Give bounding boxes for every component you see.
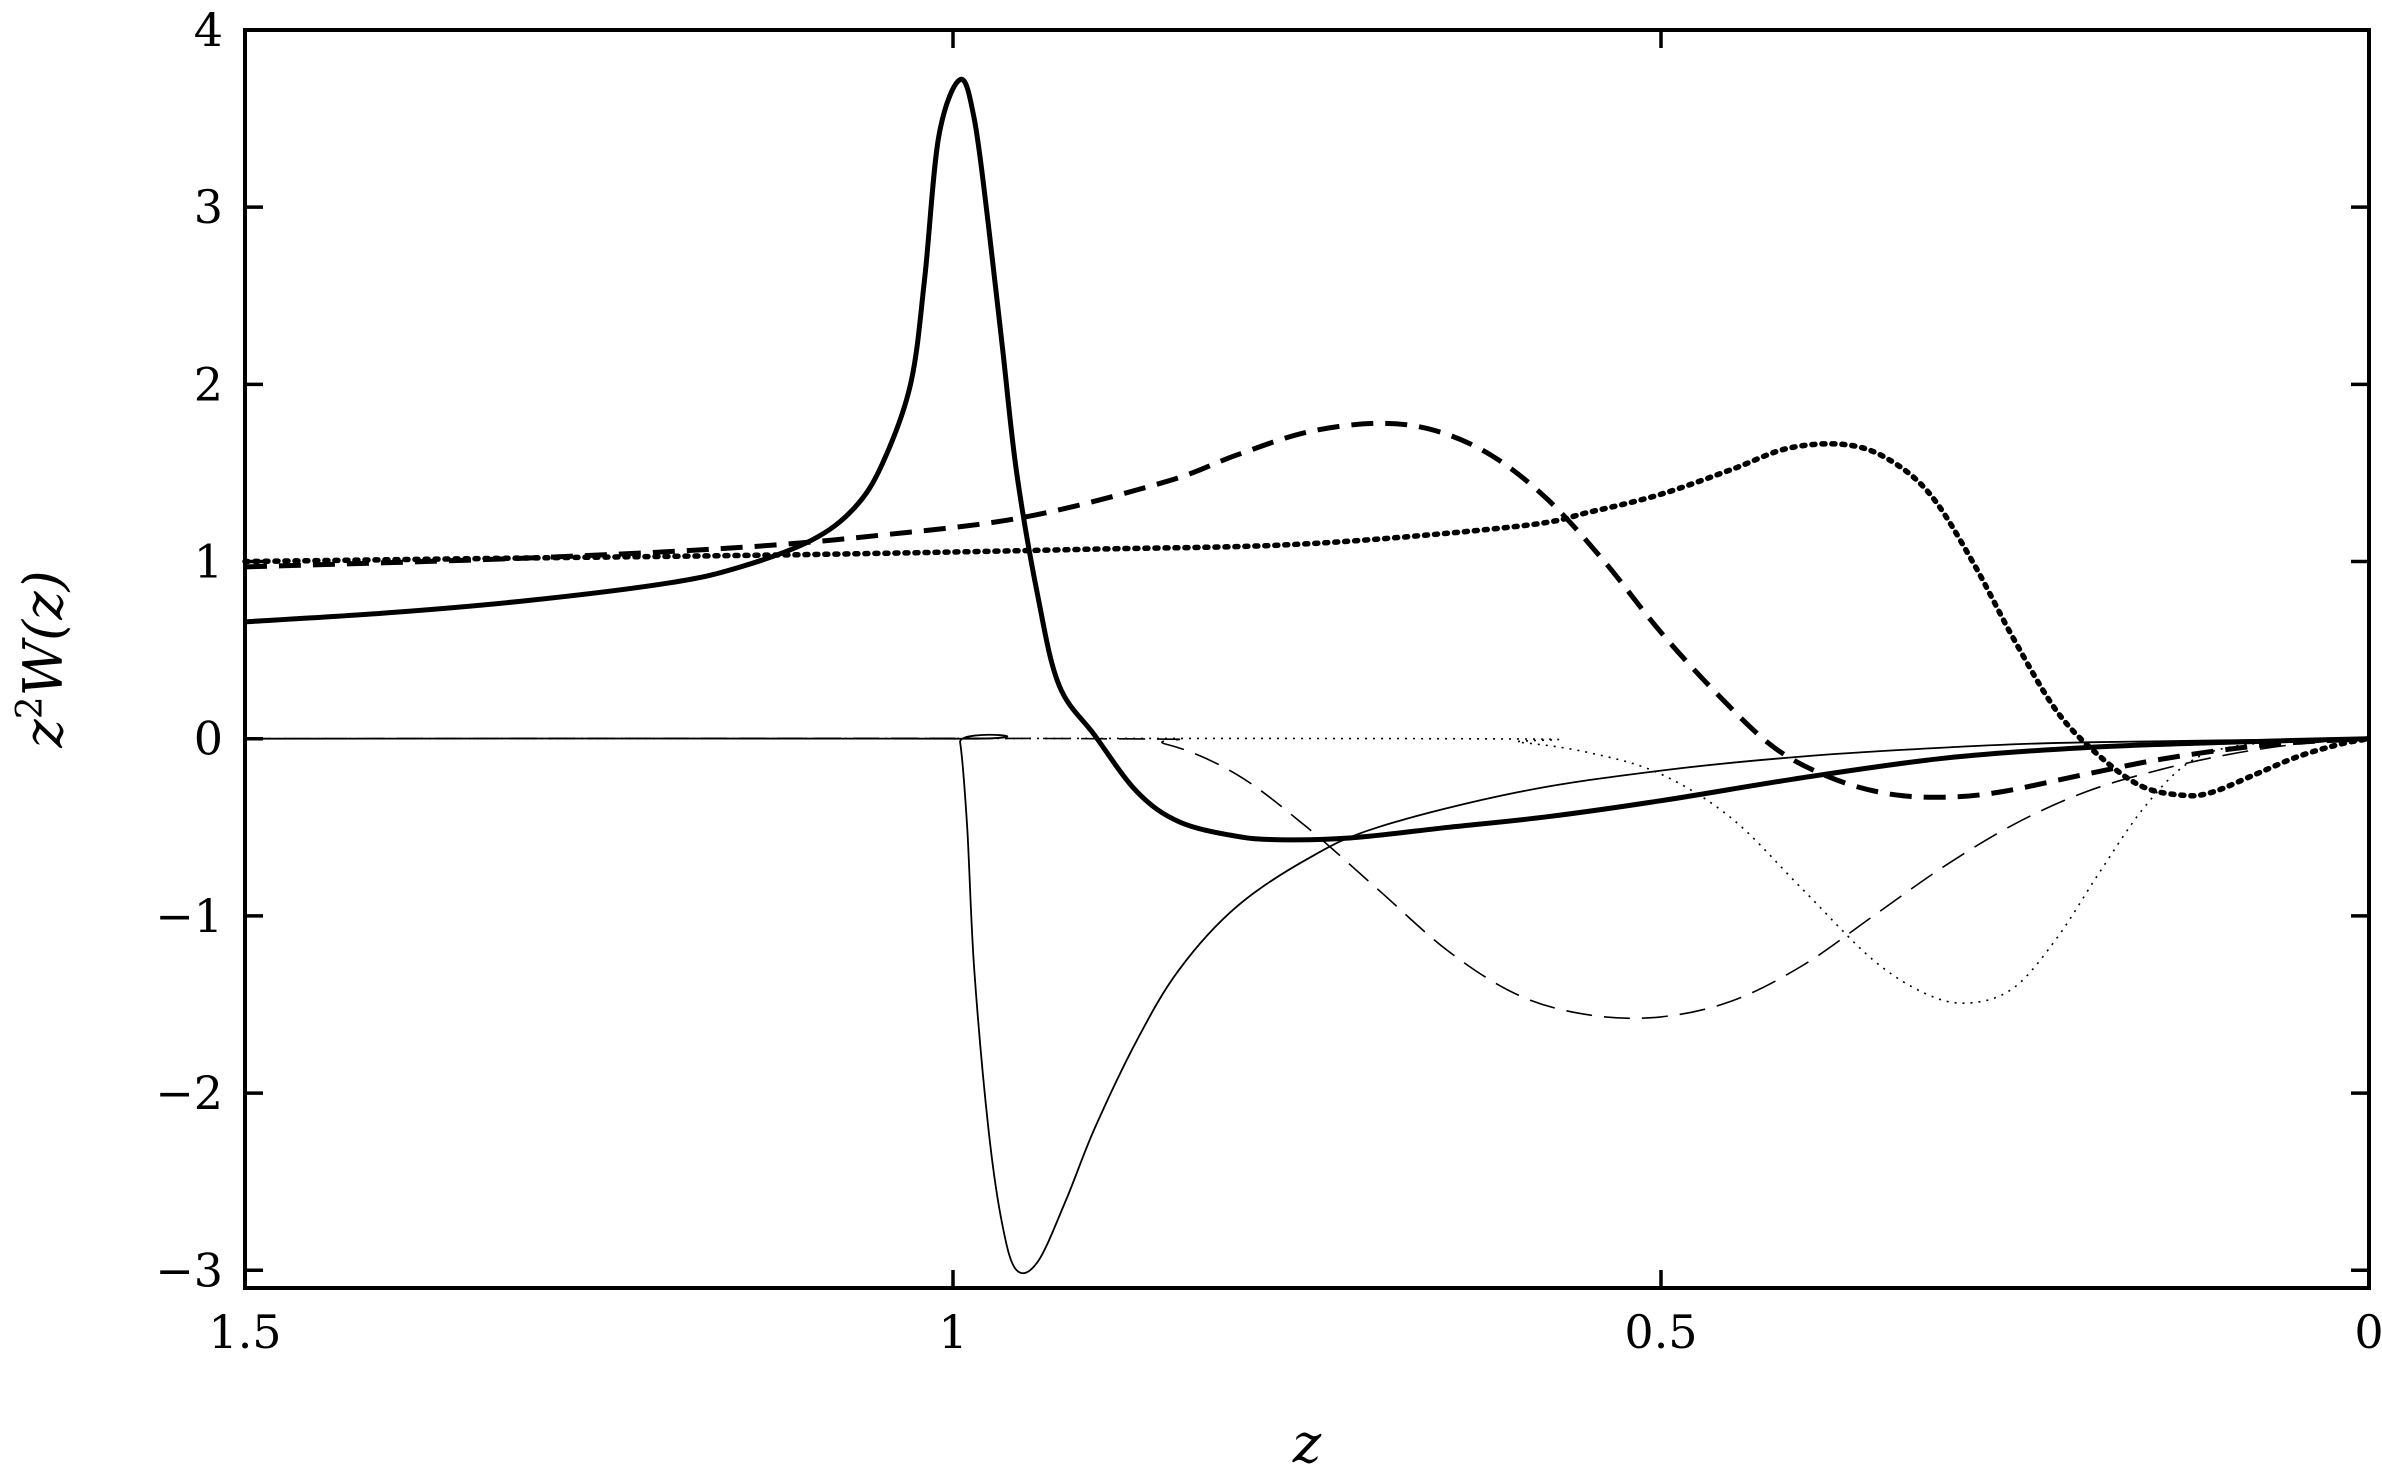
series-line-thick-solid	[244, 76, 2370, 843]
y-tick-label: −3	[155, 1243, 223, 1297]
series-line-thick-dashed	[244, 420, 2370, 800]
y-axis-label-sup: 2	[10, 696, 51, 719]
y-axis-label-rest: W(z)	[12, 570, 75, 696]
series-line-thin-dotted	[244, 737, 2370, 1005]
series-line-thin-dashed	[244, 737, 2370, 1020]
y-axis-label: z2W(z)	[10, 570, 76, 748]
y-axis-label-base: z	[12, 719, 75, 749]
x-tick-label: 0	[2354, 1305, 2382, 1359]
y-tick-label: −1	[155, 889, 223, 943]
plot-frame	[243, 28, 2371, 1290]
x-tick-label: 1	[938, 1305, 967, 1359]
y-tick-label: −2	[155, 1066, 223, 1120]
ticks-layer: 1.5 1 0.5 0 4 3 2 1 0 −1 −2 −3	[155, 3, 2382, 1359]
y-tick-label: 4	[194, 3, 223, 57]
x-tick-label: 0.5	[1624, 1305, 1697, 1359]
y-tick-label: 0	[194, 712, 223, 766]
x-axis-label: z	[1292, 1412, 1322, 1472]
series-layer	[242, 76, 2372, 1275]
series-line-thick-dotted	[242, 441, 2372, 799]
y-tick-label: 3	[194, 180, 223, 234]
y-tick-label: 2	[194, 357, 223, 411]
x-tick-label: 1.5	[208, 1305, 281, 1359]
y-tick-label: 1	[194, 535, 223, 589]
series-line-thin-solid	[244, 733, 2370, 1275]
